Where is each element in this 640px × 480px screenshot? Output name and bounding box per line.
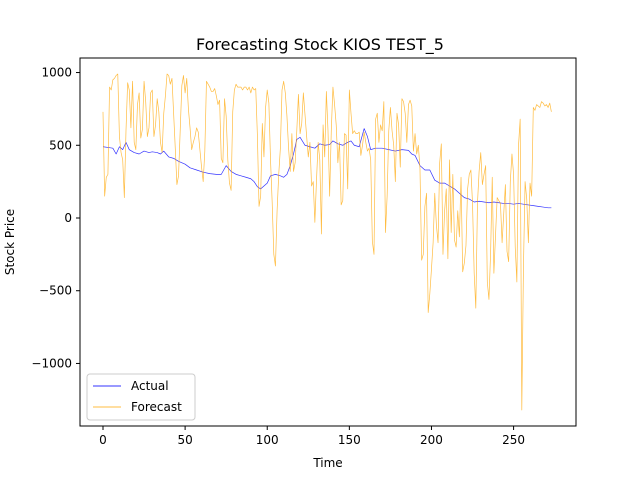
y-tick-label: 1000 bbox=[41, 66, 72, 80]
chart-title: Forecasting Stock KIOS TEST_5 bbox=[196, 35, 444, 55]
x-tick-label: 0 bbox=[99, 433, 107, 447]
y-axis-ticks: −1000 −500 0 500 1000 bbox=[31, 66, 80, 370]
y-tick-label: 0 bbox=[64, 211, 72, 225]
y-axis-label: Stock Price bbox=[3, 209, 17, 275]
legend-label-forecast: Forecast bbox=[131, 400, 182, 414]
x-tick-label: 250 bbox=[502, 433, 525, 447]
x-axis-label: Time bbox=[312, 456, 342, 470]
plot-frame bbox=[79, 57, 577, 427]
x-tick-label: 50 bbox=[177, 433, 192, 447]
x-tick-label: 200 bbox=[420, 433, 443, 447]
legend-label-actual: Actual bbox=[131, 379, 169, 393]
y-tick-label: −500 bbox=[39, 284, 72, 298]
x-axis-ticks: 0 50 100 150 200 250 bbox=[99, 426, 525, 447]
chart-legend: Actual Forecast bbox=[86, 373, 196, 421]
x-tick-label: 100 bbox=[256, 433, 279, 447]
series-layer bbox=[102, 73, 552, 411]
y-tick-label: 500 bbox=[49, 138, 72, 152]
x-tick-label: 150 bbox=[338, 433, 361, 447]
series-line-actual bbox=[102, 128, 552, 209]
series-line-forecast bbox=[102, 73, 552, 411]
plot-area bbox=[79, 57, 577, 427]
y-tick-label: −1000 bbox=[31, 356, 72, 370]
